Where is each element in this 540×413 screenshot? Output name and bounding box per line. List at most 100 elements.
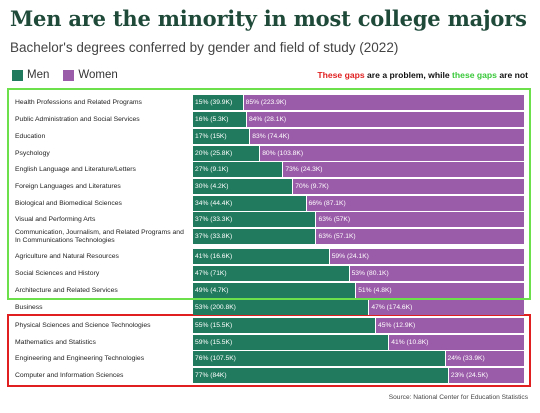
legend-swatch-women [63, 69, 75, 81]
data-label: 16% (5.3K) [195, 116, 229, 123]
data-label: 84% (28.1K) [248, 116, 287, 123]
data-label: 15% (39.9K) [195, 99, 233, 106]
data-label: 55% (15.5K) [195, 322, 233, 329]
data-label: 85% (223.9K) [245, 99, 287, 106]
bar-segment-women: 47% (174.6K) [368, 300, 524, 315]
stacked-bar: 77% (84K) 23% (24.5K) [193, 368, 524, 383]
bar-segment-women: 80% (103.8K) [259, 146, 524, 161]
data-label: 73% (24.3K) [285, 166, 323, 173]
bar-segment-men: 53% (200.8K) [193, 300, 369, 315]
stacked-bar: 41% (16.6K) 59% (24.1K) [193, 249, 524, 264]
bar-segment-men: 16% (5.3K) [193, 112, 246, 127]
data-label: 66% (87.1K) [308, 200, 346, 207]
legend-label-men: Men [27, 69, 50, 81]
data-label: 63% (57K) [318, 216, 351, 223]
data-label: 51% (4.8K) [358, 287, 392, 294]
data-label: 17% (15K) [195, 133, 227, 140]
note-middle: are a problem, while [364, 70, 453, 80]
bar-segment-women: 70% (9.7K) [292, 179, 524, 194]
stacked-bar: 37% (33.3K) 63% (57K) [193, 212, 524, 227]
note-problem-gaps: These gaps [317, 70, 365, 80]
data-label: 77% (84K) [195, 372, 227, 379]
data-label: 34% (44.4K) [195, 200, 233, 207]
stacked-bar: 20% (25.8K) 80% (103.8K) [193, 146, 524, 161]
category-label: Agriculture and Natural Resources [15, 252, 119, 260]
bar-segment-men: 37% (33.8K) [193, 229, 316, 244]
bar-row: Visual and Performing Arts 37% (33.3K) 63%… [0, 212, 540, 227]
stacked-bar: 34% (44.4K) 66% (87.1K) [193, 196, 524, 211]
data-label: 23% (24.5K) [450, 372, 489, 379]
bar-segment-women: 73% (24.3K) [282, 162, 524, 177]
legend-label-women: Women [78, 69, 118, 81]
category-label: Business [15, 303, 43, 311]
bar-row: Education 17% (15K) 83% (74.4K) [0, 129, 540, 144]
bar-segment-women: 23% (24.5K) [447, 368, 524, 383]
category-label: Engineering and Engineering Technologies [15, 354, 145, 362]
category-label: Biological and Biomedical Sciences [15, 199, 122, 207]
data-label: 24% (33.9K) [447, 355, 485, 362]
bar-row: Health Professions and Related Programs 1… [0, 95, 540, 110]
stacked-bar: 37% (33.8K) 63% (57.1K) [193, 229, 524, 244]
bar-segment-women: 59% (24.1K) [328, 249, 524, 264]
bar-segment-men: 77% (84K) [193, 368, 448, 383]
bar-row: Communication, Journalism, and Related P… [0, 229, 540, 244]
legend-swatch-men [12, 69, 23, 81]
bar-segment-women: 53% (80.1K) [348, 266, 524, 281]
stacked-bar: 27% (9.1K) 73% (24.3K) [193, 162, 524, 177]
stacked-bar: 76% (107.5K) 24% (33.9K) [193, 351, 524, 366]
bar-row: Mathematics and Statistics 59% (15.5K) 41%… [0, 335, 540, 350]
source-note: Source: National Center for Education St… [388, 394, 528, 401]
category-label: Computer and Information Sciences [15, 371, 124, 379]
bar-row: Agriculture and Natural Resources 41% (16… [0, 249, 540, 264]
stacked-bar: 17% (15K) 83% (74.4K) [193, 129, 524, 144]
data-label: 41% (16.6K) [195, 253, 233, 260]
bar-segment-men: 27% (9.1K) [193, 162, 283, 177]
legend-item-women: Women [63, 69, 118, 81]
data-label: 47% (71K) [195, 270, 227, 277]
category-label: Architecture and Related Services [15, 286, 118, 294]
category-label: English Language and Literature/Letters [15, 165, 136, 173]
data-label: 53% (80.1K) [351, 270, 389, 277]
stacked-bar: 59% (15.5K) 41% (10.8K) [193, 335, 524, 350]
bar-segment-men: 34% (44.4K) [193, 196, 306, 211]
bar-segment-men: 15% (39.9K) [193, 95, 243, 110]
bar-segment-women: 24% (33.9K) [444, 351, 524, 366]
category-label: Health Professions and Related Programs [15, 98, 142, 106]
data-label: 80% (103.8K) [262, 150, 304, 157]
data-label: 83% (74.4K) [252, 133, 290, 140]
note-end: are not [496, 70, 528, 80]
bar-segment-men: 47% (71K) [193, 266, 349, 281]
bar-segment-men: 20% (25.8K) [193, 146, 260, 161]
data-label: 37% (33.3K) [195, 216, 233, 223]
data-label: 27% (9.1K) [195, 166, 229, 173]
legend: Men Women [12, 69, 132, 81]
category-label: Education [15, 132, 46, 140]
category-label: Psychology [15, 149, 50, 157]
category-label: Public Administration and Social Service… [15, 115, 140, 123]
bar-segment-men: 17% (15K) [193, 129, 250, 144]
note-ok-gaps: these gaps [452, 70, 497, 80]
category-label: Mathematics and Statistics [15, 338, 96, 346]
data-label: 20% (25.8K) [195, 150, 233, 157]
data-label: 45% (12.9K) [378, 322, 416, 329]
data-label: 47% (174.6K) [371, 304, 413, 311]
bar-row: Biological and Biomedical Sciences 34% (4… [0, 196, 540, 211]
bar-row: Business 53% (200.8K) 47% (174.6K) [0, 300, 540, 315]
bar-row: Computer and Information Sciences 77% (84… [0, 368, 540, 383]
red-highlight-box [7, 314, 531, 387]
category-label: Communication, Journalism, and Related P… [15, 229, 184, 244]
bar-segment-women: 45% (12.9K) [375, 318, 524, 333]
category-label: Social Sciences and History [15, 269, 100, 277]
category-label: Physical Sciences and Science Technologi… [15, 321, 151, 329]
stacked-bar: 49% (4.7K) 51% (4.8K) [193, 283, 524, 298]
bar-segment-men: 55% (15.5K) [193, 318, 376, 333]
bar-segment-women: 51% (4.8K) [355, 283, 524, 298]
annotation-note: These gaps are a problem, while these ga… [317, 70, 528, 80]
stacked-bar: 15% (39.9K) 85% (223.9K) [193, 95, 524, 110]
bar-row: English Language and Literature/Letters 2… [0, 162, 540, 177]
category-label: Foreign Languages and Literatures [15, 182, 121, 190]
stacked-bar: 47% (71K) 53% (80.1K) [193, 266, 524, 281]
bar-segment-women: 66% (87.1K) [305, 196, 524, 211]
data-label: 59% (24.1K) [331, 253, 369, 260]
bar-segment-women: 63% (57K) [315, 212, 524, 227]
